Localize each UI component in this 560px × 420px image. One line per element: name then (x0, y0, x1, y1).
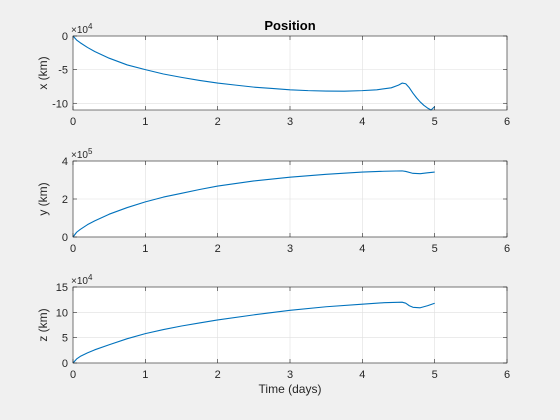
x-tick-label: 5 (432, 369, 438, 381)
x-tick-label: 1 (142, 243, 148, 255)
y-tick-label: 15 (56, 282, 68, 294)
y-exponent-label: ×104 (71, 22, 93, 36)
x-axis-label: Time (days) (259, 382, 322, 396)
x-tick-label: 3 (287, 243, 293, 255)
x-tick-label: 2 (215, 369, 221, 381)
y-tick-label: -10 (52, 98, 68, 110)
x-tick-label: 5 (432, 116, 438, 128)
x-tick-label: 0 (70, 116, 76, 128)
y-tick-label: 5 (62, 333, 68, 345)
y-axis-label: z (km) (36, 308, 50, 341)
x-tick-label: 4 (359, 243, 365, 255)
x-tick-label: 3 (287, 369, 293, 381)
x-tick-label: 2 (215, 116, 221, 128)
x-tick-label: 6 (504, 116, 510, 128)
chart-title: Position (264, 18, 315, 33)
y-exponent-label: ×105 (71, 147, 93, 161)
y-tick-label: 0 (62, 31, 68, 43)
y-tick-label: -5 (58, 65, 68, 77)
x-tick-label: 1 (142, 369, 148, 381)
y-tick-label: 0 (62, 358, 68, 370)
x-tick-label: 0 (70, 369, 76, 381)
x-tick-label: 2 (215, 243, 221, 255)
subplot-3: 0 1 2 3 4 5 6 0 5 10 15×104 z (km) Time (days) (36, 273, 510, 396)
y-axis-label: y (km) (36, 182, 50, 215)
series-line (72, 35, 436, 111)
x-tick-label: 6 (504, 369, 510, 381)
y-axis-label: x (km) (36, 56, 50, 89)
series-line (72, 301, 435, 364)
x-tick-label: 4 (359, 116, 365, 128)
x-tick-label: 1 (142, 116, 148, 128)
subplot-1: 0 1 2 3 4 5 6 0 -5 -10 ×104 x (km) Position (36, 18, 510, 128)
y-tick-label: 0 (62, 232, 68, 244)
x-tick-label: 4 (359, 369, 365, 381)
y-tick-label: 2 (62, 194, 68, 206)
x-tick-label: 6 (504, 243, 510, 255)
x-tick-label: 5 (432, 243, 438, 255)
y-exponent-label: ×104 (71, 273, 93, 287)
y-tick-label: 4 (62, 156, 68, 168)
series-line (72, 170, 435, 238)
y-tick-label: 10 (56, 307, 68, 319)
x-tick-label: 3 (287, 116, 293, 128)
x-tick-label: 0 (70, 243, 76, 255)
